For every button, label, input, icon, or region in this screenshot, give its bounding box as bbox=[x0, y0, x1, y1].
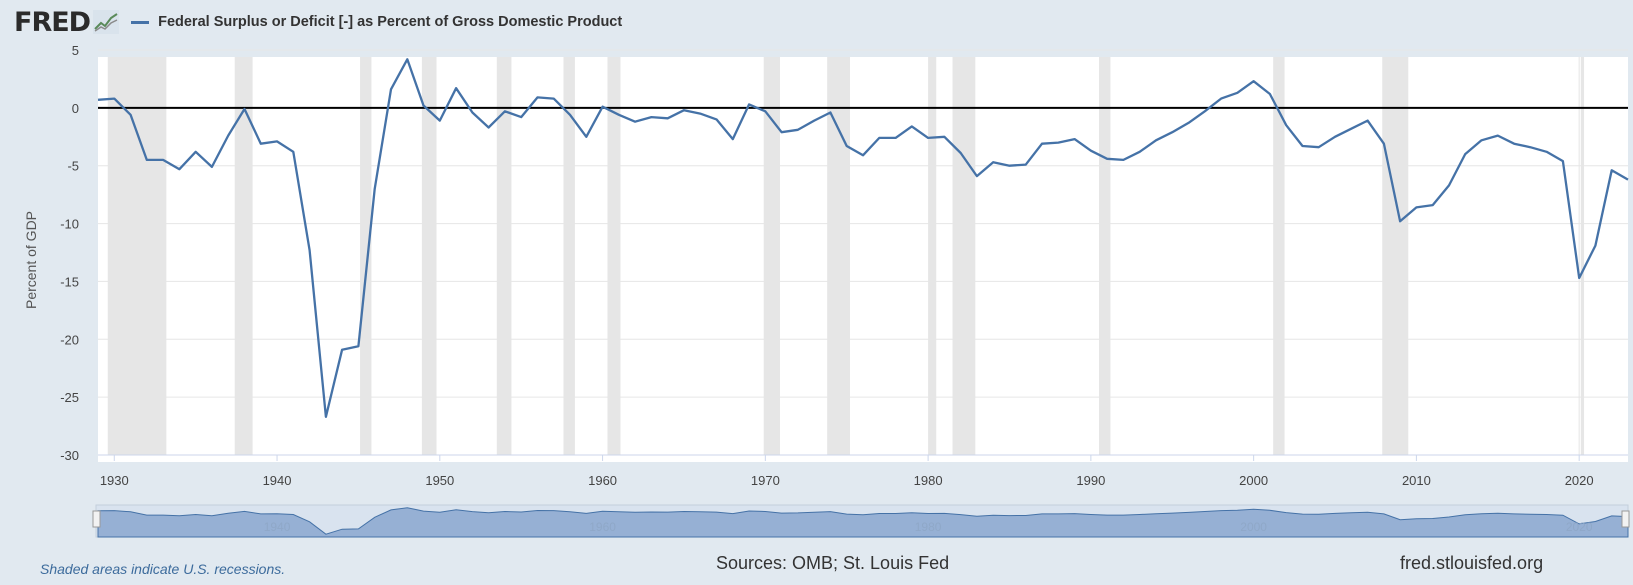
recession-band bbox=[1273, 57, 1285, 455]
navigator-ticks: 1940 1960 1980 2000 2020 bbox=[264, 520, 1593, 534]
plot-background bbox=[98, 57, 1628, 462]
x-tick-label: 1980 bbox=[914, 473, 943, 488]
navigator-tick-label: 1940 bbox=[264, 520, 291, 534]
y-tick-label: -10 bbox=[60, 217, 79, 232]
navigator-series-area bbox=[97, 507, 1629, 538]
legend-label: Federal Surplus or Deficit [-] as Percen… bbox=[158, 14, 623, 30]
recession-band bbox=[1382, 57, 1409, 455]
time-range-navigator[interactable]: 1940 1960 1980 2000 2020 bbox=[92, 504, 1630, 538]
x-tick-label: 1960 bbox=[588, 473, 617, 488]
x-tick-label: 1970 bbox=[751, 473, 780, 488]
recession-note: Shaded areas indicate U.S. recessions. bbox=[40, 561, 286, 577]
recession-band bbox=[607, 57, 621, 455]
site-link[interactable]: fred.stlouisfed.org bbox=[1400, 553, 1544, 573]
recession-band bbox=[763, 57, 780, 455]
recession-band bbox=[360, 57, 372, 455]
y-tick-label: 0 bbox=[72, 101, 79, 116]
recession-band bbox=[952, 57, 976, 455]
y-tick-label: -30 bbox=[60, 448, 79, 463]
navigator-left-handle[interactable] bbox=[92, 510, 101, 528]
fred-logo[interactable]: FRED bbox=[14, 6, 91, 38]
chart-legend[interactable]: Federal Surplus or Deficit [-] as Percen… bbox=[131, 14, 622, 30]
x-tick-label: 1930 bbox=[100, 473, 129, 488]
y-tick-label: -15 bbox=[60, 274, 79, 289]
legend-swatch bbox=[131, 20, 150, 24]
x-axis-ticks: 1930 1940 1950 1960 1970 1980 1990 2000 2010 2020 bbox=[100, 455, 1594, 488]
y-tick-label: -20 bbox=[60, 332, 79, 347]
recession-band bbox=[421, 57, 437, 455]
x-tick-label: 1940 bbox=[263, 473, 292, 488]
navigator-tick-label: 2000 bbox=[1240, 520, 1267, 534]
x-tick-label: 2020 bbox=[1565, 473, 1594, 488]
recession-shading bbox=[107, 57, 1585, 455]
sources-text: Sources: OMB; St. Louis Fed bbox=[716, 553, 950, 573]
x-tick-label: 2010 bbox=[1402, 473, 1431, 488]
y-axis-label: Percent of GDP bbox=[23, 211, 39, 309]
recession-band bbox=[563, 57, 575, 455]
recession-band bbox=[1099, 57, 1111, 455]
recession-band bbox=[827, 57, 850, 455]
series-line[interactable] bbox=[97, 58, 1629, 418]
chart-header: FRED Federal Surplus or Deficit [-] as P… bbox=[14, 4, 622, 40]
recession-band bbox=[928, 57, 937, 455]
x-tick-label: 2000 bbox=[1239, 473, 1268, 488]
y-tick-label: 5 bbox=[72, 43, 79, 58]
navigator-tick-label: 1960 bbox=[589, 520, 616, 534]
recession-band bbox=[496, 57, 512, 455]
recession-band bbox=[234, 57, 253, 455]
y-axis-ticks: 5 0 -5 -10 -15 -20 -25 -30 bbox=[60, 43, 79, 463]
x-tick-label: 1990 bbox=[1076, 473, 1105, 488]
recession-band bbox=[1580, 57, 1585, 455]
navigator-right-handle[interactable] bbox=[1621, 510, 1630, 528]
y-tick-label: -5 bbox=[67, 159, 79, 174]
navigator-tick-label: 1980 bbox=[915, 520, 942, 534]
x-tick-label: 1950 bbox=[425, 473, 454, 488]
recession-band bbox=[107, 57, 167, 455]
navigator-tick-label: 2020 bbox=[1566, 520, 1593, 534]
line-graph-icon bbox=[93, 10, 120, 34]
y-tick-label: -25 bbox=[60, 390, 79, 405]
